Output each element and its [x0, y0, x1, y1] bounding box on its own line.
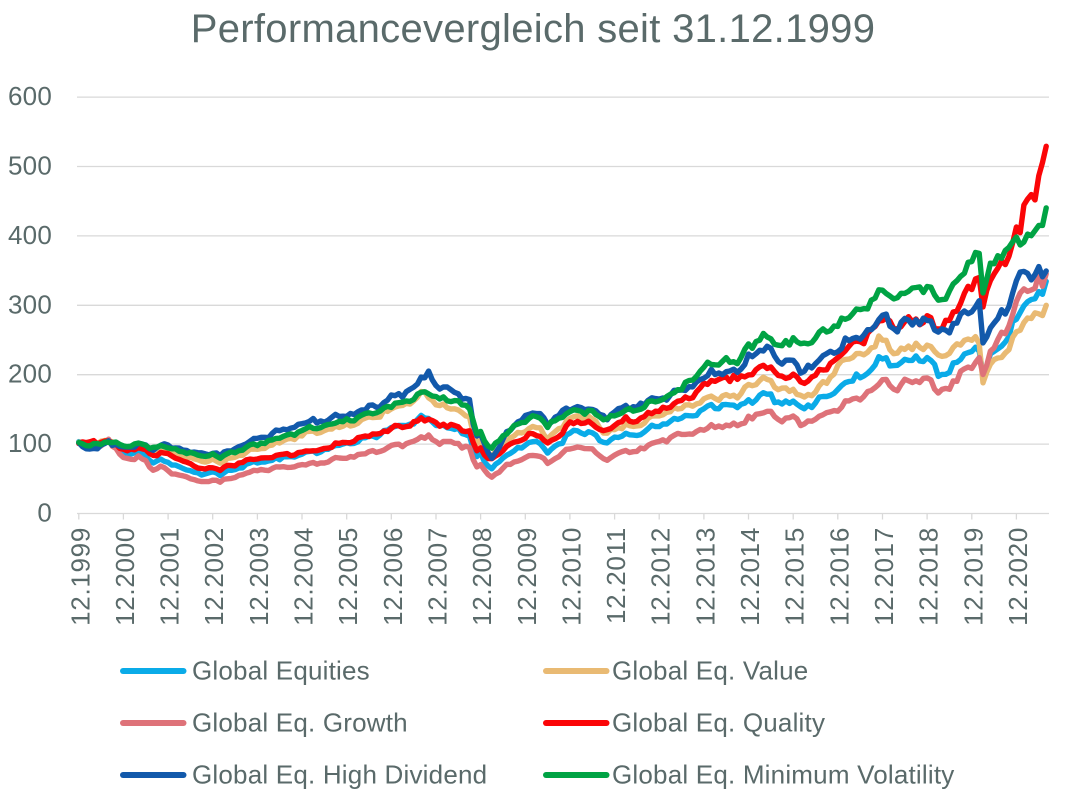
svg-text:12.2003: 12.2003 — [244, 527, 274, 626]
svg-text:12.2011: 12.2011 — [601, 527, 631, 624]
svg-text:12.2015: 12.2015 — [780, 527, 810, 626]
svg-text:Global Equities: Global Equities — [192, 656, 370, 686]
svg-text:100: 100 — [8, 428, 52, 458]
svg-text:400: 400 — [8, 220, 52, 250]
svg-text:300: 300 — [8, 289, 52, 319]
svg-text:12.2001: 12.2001 — [155, 527, 185, 626]
svg-text:12.2005: 12.2005 — [333, 527, 363, 626]
svg-text:12.1999: 12.1999 — [65, 527, 95, 626]
svg-text:12.2002: 12.2002 — [199, 527, 229, 626]
svg-text:12.2017: 12.2017 — [869, 527, 899, 626]
svg-text:12.2006: 12.2006 — [378, 527, 408, 626]
svg-text:600: 600 — [8, 81, 52, 111]
svg-text:12.2007: 12.2007 — [423, 527, 453, 626]
svg-text:12.2010: 12.2010 — [556, 527, 586, 626]
svg-text:12.2018: 12.2018 — [914, 527, 944, 626]
svg-text:Global Eq. Quality: Global Eq. Quality — [612, 708, 825, 738]
svg-text:12.2019: 12.2019 — [958, 527, 988, 626]
svg-text:Performancevergleich seit 31.1: Performancevergleich seit 31.12.1999 — [191, 7, 876, 51]
svg-text:12.2000: 12.2000 — [110, 527, 140, 626]
svg-text:Global Eq. High Dividend: Global Eq. High Dividend — [192, 760, 487, 790]
svg-text:12.2013: 12.2013 — [690, 527, 720, 626]
svg-text:Global Eq. Value: Global Eq. Value — [612, 656, 808, 686]
svg-text:200: 200 — [8, 359, 52, 389]
svg-text:Global Eq. Growth: Global Eq. Growth — [192, 708, 408, 738]
svg-text:12.2009: 12.2009 — [512, 527, 542, 626]
svg-text:12.2004: 12.2004 — [289, 527, 319, 626]
svg-text:12.2012: 12.2012 — [646, 527, 676, 626]
svg-text:0: 0 — [37, 498, 52, 528]
svg-text:Global Eq. Minimum Volatility: Global Eq. Minimum Volatility — [612, 760, 954, 790]
svg-text:12.2014: 12.2014 — [735, 527, 765, 626]
svg-text:12.2016: 12.2016 — [824, 527, 854, 626]
svg-text:500: 500 — [8, 151, 52, 181]
svg-text:12.2008: 12.2008 — [467, 527, 497, 626]
svg-text:12.2020: 12.2020 — [1003, 527, 1033, 626]
